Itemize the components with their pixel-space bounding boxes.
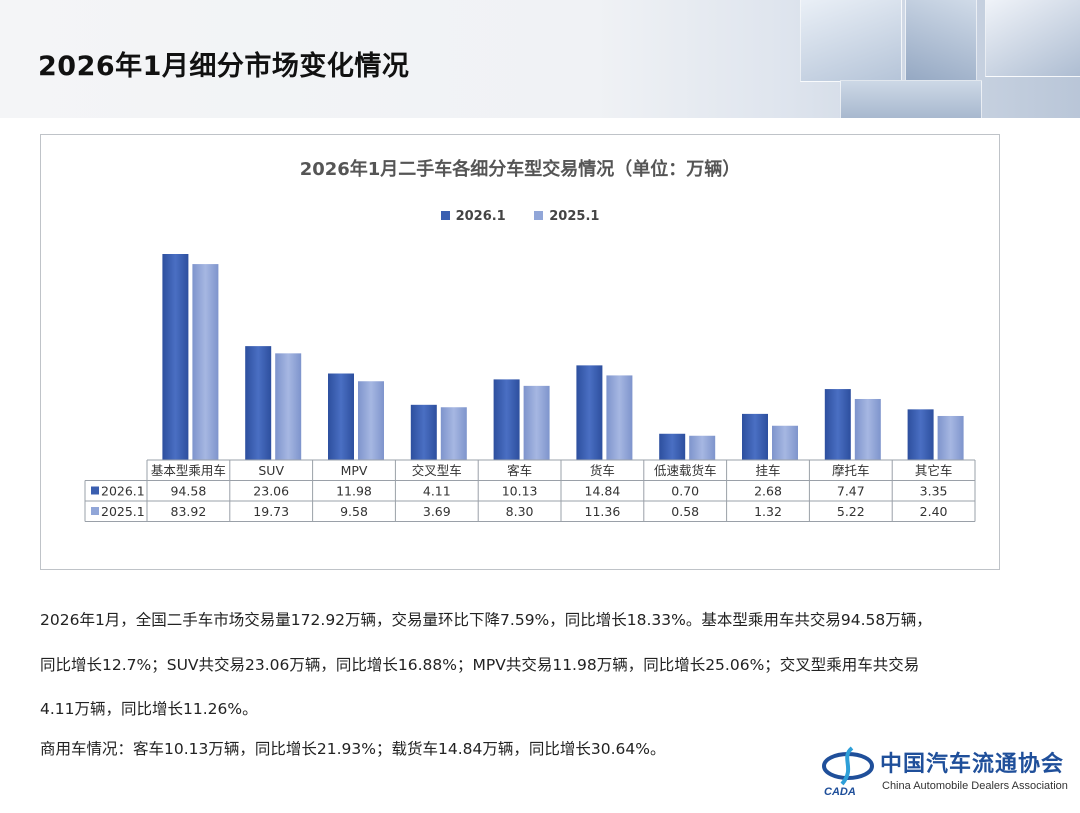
- bar-2025.1-2: [358, 381, 384, 460]
- bar-2026.1-4: [493, 379, 520, 460]
- logo-abbr: CADA: [824, 786, 856, 798]
- chart-title: 2026年1月二手车各细分车型交易情况（单位：万辆）: [299, 159, 741, 180]
- table-series-label-2025.1: 2025.1: [101, 504, 145, 519]
- category-label-4: 客车: [507, 463, 532, 478]
- page-title: 2026年1月细分市场变化情况: [38, 51, 410, 82]
- bar-2025.1-3: [440, 407, 467, 460]
- bar-2026.1-1: [245, 346, 272, 460]
- header-banner: [0, 0, 1080, 118]
- logo-name-cn: 中国汽车流通协会: [880, 751, 1065, 777]
- category-label-2: MPV: [341, 463, 368, 478]
- bar-2026.1-3: [410, 404, 437, 460]
- category-label-9: 其它车: [915, 463, 953, 478]
- table-value-2026.1-2: 11.98: [336, 484, 372, 499]
- chart-legend: 2026.1 2025.1: [41, 209, 999, 224]
- bar-2025.1-4: [523, 385, 550, 460]
- chart-container: 2026年1月二手车各细分车型交易情况（单位：万辆） 2026.1 2025.1…: [40, 134, 1000, 570]
- cada-logo: 中国汽车流通协会 China Automobile Dealers Associ…: [822, 742, 1072, 802]
- bar-2025.1-0: [192, 264, 219, 460]
- table-value-2025.1-0: 83.92: [171, 504, 207, 519]
- bar-2026.1-2: [328, 373, 354, 460]
- table-value-2025.1-1: 19.73: [253, 504, 289, 519]
- cada-emblem-icon: [822, 746, 874, 786]
- table-value-2025.1-9: 2.40: [920, 504, 948, 519]
- table-value-2025.1-6: 0.58: [671, 504, 699, 519]
- table-swatch-2026.1: [91, 486, 99, 495]
- category-label-1: SUV: [258, 463, 284, 478]
- bar-2026.1-9: [907, 409, 934, 460]
- table-value-2026.1-7: 2.68: [754, 484, 782, 499]
- table-value-2025.1-2: 9.58: [340, 504, 368, 519]
- table-value-2026.1-8: 7.47: [837, 484, 865, 499]
- category-label-7: 挂车: [755, 463, 780, 478]
- table-value-2026.1-3: 4.11: [423, 484, 451, 499]
- table-value-2026.1-0: 94.58: [171, 484, 207, 499]
- legend-swatch-2025: [534, 211, 544, 220]
- category-label-0: 基本型乘用车: [151, 463, 226, 478]
- table-value-2026.1-9: 3.35: [920, 484, 948, 499]
- bar-2026.1-0: [162, 254, 189, 460]
- category-label-8: 摩托车: [832, 463, 870, 478]
- bar-2025.1-9: [937, 415, 964, 460]
- bar-2026.1-5: [576, 365, 603, 460]
- logo-name-en: China Automobile Dealers Association: [882, 780, 1068, 792]
- table-series-label-2026.1: 2026.1: [101, 484, 145, 499]
- table-value-2025.1-8: 5.22: [837, 504, 865, 519]
- bar-2025.1-7: [772, 425, 798, 460]
- table-value-2026.1-5: 14.84: [585, 484, 621, 499]
- table-value-2025.1-5: 11.36: [585, 504, 621, 519]
- bar-2026.1-8: [824, 389, 851, 460]
- bar-2025.1-1: [275, 353, 302, 460]
- table-value-2025.1-7: 1.32: [754, 504, 782, 519]
- bar-2026.1-6: [659, 433, 686, 460]
- table-swatch-2025.1: [91, 507, 99, 515]
- header-decoration: [780, 0, 1080, 118]
- table-value-2025.1-4: 8.30: [506, 504, 534, 519]
- bar-chart: 基本型乘用车 SUV MPV 交叉型车 客车 货车 低速载货车 挂车 摩托车 其它车 2026.1 9…: [84, 254, 976, 522]
- table-value-2026.1-1: 23.06: [253, 484, 289, 499]
- summary-line-2: 同比增长12.7%；SUV共交易23.06万辆，同比增长16.88%；MPV共交…: [40, 656, 920, 674]
- category-label-6: 低速载货车: [654, 463, 717, 478]
- legend-item-2025: 2025.1: [534, 209, 599, 224]
- table-value-2026.1-6: 0.70: [671, 484, 699, 499]
- legend-label-2025: 2025.1: [549, 209, 600, 224]
- legend-item-2026: 2026.1: [440, 209, 506, 224]
- category-label-3: 交叉型车: [412, 463, 462, 478]
- category-label-5: 货车: [590, 463, 615, 478]
- summary-line-1: 2026年1月，全国二手车市场交易量172.92万辆，交易量环比下降7.59%，…: [40, 611, 932, 629]
- commercial-summary: 商用车情况：客车10.13万辆，同比增长21.93%；载货车14.84万辆，同比…: [40, 740, 666, 758]
- bar-2025.1-8: [854, 398, 881, 460]
- bar-2026.1-7: [742, 413, 768, 460]
- table-value-2026.1-4: 10.13: [502, 484, 538, 499]
- legend-label-2026: 2026.1: [455, 209, 506, 224]
- legend-swatch-2026: [440, 211, 450, 220]
- summary-line-3: 4.11万辆，同比增长11.26%。: [40, 700, 258, 718]
- table-value-2025.1-3: 3.69: [423, 504, 451, 519]
- bar-2025.1-5: [606, 375, 633, 460]
- bar-2025.1-6: [689, 435, 716, 460]
